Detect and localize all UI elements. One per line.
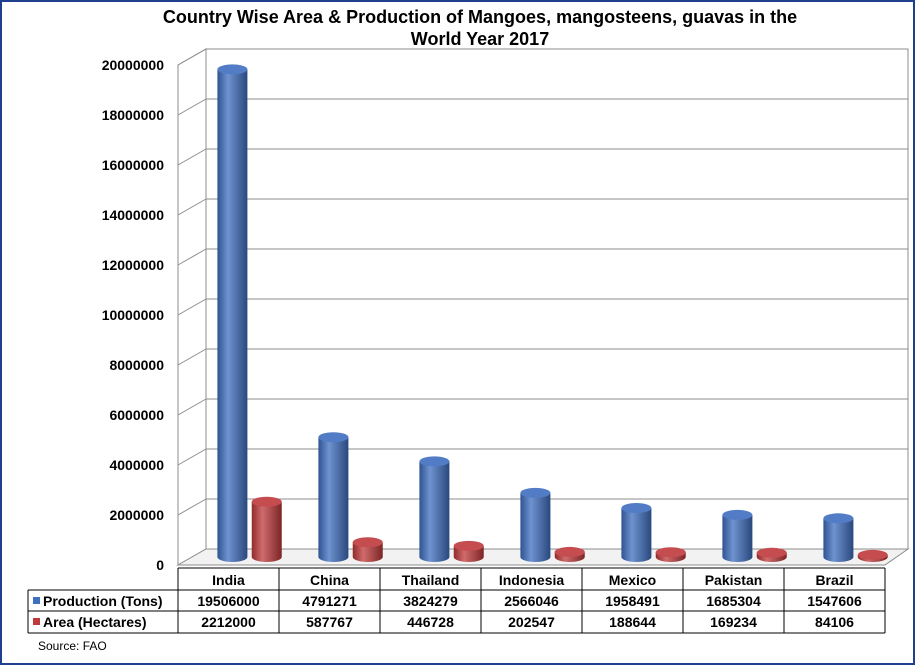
gridline-side	[177, 298, 207, 316]
bar-production-mexico	[621, 503, 652, 562]
x-tick-label: Brazil	[815, 572, 853, 588]
bar-top	[823, 513, 854, 524]
data-label: 587767	[306, 614, 353, 630]
bar-top	[554, 546, 585, 557]
bar-top	[352, 537, 383, 548]
data-label: 2212000	[201, 614, 256, 630]
y-axis-ticks: 0 2000000 4000000 6000000 8000000 10000000 120…	[102, 57, 165, 573]
bar-top	[419, 456, 450, 467]
bar-production-china	[318, 432, 349, 562]
y-tick-label: 16000000	[102, 157, 165, 173]
bar-top	[722, 509, 753, 520]
bar-top	[318, 432, 349, 443]
legend-swatch	[33, 618, 40, 625]
bar-top	[621, 503, 652, 514]
y-tick-label: 20000000	[102, 57, 165, 73]
gridline-side	[177, 348, 207, 366]
x-tick-label: India	[212, 572, 245, 588]
y-tick-label: 4000000	[109, 457, 164, 473]
bar-area-mexico	[655, 547, 686, 562]
gridline-side	[177, 498, 207, 516]
bar-production-thailand	[419, 456, 450, 562]
data-label: 169234	[710, 614, 757, 630]
gridline-side	[177, 98, 207, 116]
y-tick-label: 8000000	[109, 357, 164, 373]
chart-title-line-1: Country Wise Area & Production of Mangoe…	[162, 7, 798, 27]
y-tick-label: 10000000	[102, 307, 165, 323]
bar-area-china	[352, 537, 383, 562]
bar-body	[419, 461, 450, 562]
legend-label: Production (Tons)	[43, 593, 163, 609]
data-label: 202547	[508, 614, 555, 630]
x-tick-label: Pakistan	[705, 572, 763, 588]
bar-body	[520, 492, 551, 562]
gridline-side	[177, 48, 207, 66]
bar-body	[251, 501, 282, 562]
y-tick-label: 18000000	[102, 107, 165, 123]
bar-body	[823, 518, 854, 562]
bar-production-pakistan	[722, 509, 753, 562]
y-tick-label: 0	[156, 557, 164, 573]
data-table: India China Thailand Indonesia Mexico Pakista…	[27, 567, 886, 634]
x-tick-label: China	[310, 572, 349, 588]
chart-title: Country Wise Area & Production of Mangoe…	[60, 6, 900, 50]
legend-label: Area (Hectares)	[43, 614, 147, 630]
bar-body	[318, 437, 349, 562]
plot-walls	[176, 48, 910, 566]
chart-title-line-2: World Year 2017	[410, 29, 550, 49]
bar-production-india	[217, 64, 248, 562]
bar-area-pakistan	[756, 547, 787, 562]
bar-body	[352, 542, 383, 562]
y-tick-label: 14000000	[102, 207, 165, 223]
data-label: 84106	[815, 614, 854, 630]
y-tick-label: 2000000	[109, 507, 164, 523]
data-label: 446728	[407, 614, 454, 630]
bar-area-thailand	[453, 540, 484, 562]
data-label: 1685304	[706, 593, 761, 609]
bar-top	[655, 547, 686, 558]
bar-area-india	[251, 496, 282, 562]
gridline-side	[177, 248, 207, 266]
bar-area-brazil	[857, 549, 888, 562]
gridline-side	[177, 398, 207, 416]
bar-body	[621, 508, 652, 562]
y-tick-label: 12000000	[102, 257, 165, 273]
data-label: 2566046	[504, 593, 559, 609]
data-label: 1958491	[605, 593, 660, 609]
source-note: Source: FAO	[38, 639, 107, 653]
bar-top	[217, 64, 248, 75]
bar-top	[453, 540, 484, 551]
bar-top	[857, 549, 888, 560]
y-tick-label: 6000000	[109, 407, 164, 423]
gridline-side	[177, 148, 207, 166]
bar-top	[251, 496, 282, 507]
gridline-side	[177, 198, 207, 216]
data-label: 188644	[609, 614, 656, 630]
bar-top	[520, 487, 551, 498]
data-label: 19506000	[197, 593, 260, 609]
x-tick-label: Indonesia	[499, 572, 565, 588]
bar-production-indonesia	[520, 487, 551, 562]
data-label: 1547606	[807, 593, 862, 609]
bar-top	[756, 547, 787, 558]
bar-body	[722, 514, 753, 562]
x-tick-label: Thailand	[402, 572, 460, 588]
data-label: 3824279	[403, 593, 458, 609]
data-label: 4791271	[302, 593, 357, 609]
bars	[217, 64, 888, 562]
legend-swatch	[33, 597, 40, 604]
x-tick-label: Mexico	[609, 572, 656, 588]
bar-body	[217, 69, 248, 562]
gridline-side	[177, 448, 207, 466]
bar-production-brazil	[823, 513, 854, 562]
bar-area-indonesia	[554, 546, 585, 562]
